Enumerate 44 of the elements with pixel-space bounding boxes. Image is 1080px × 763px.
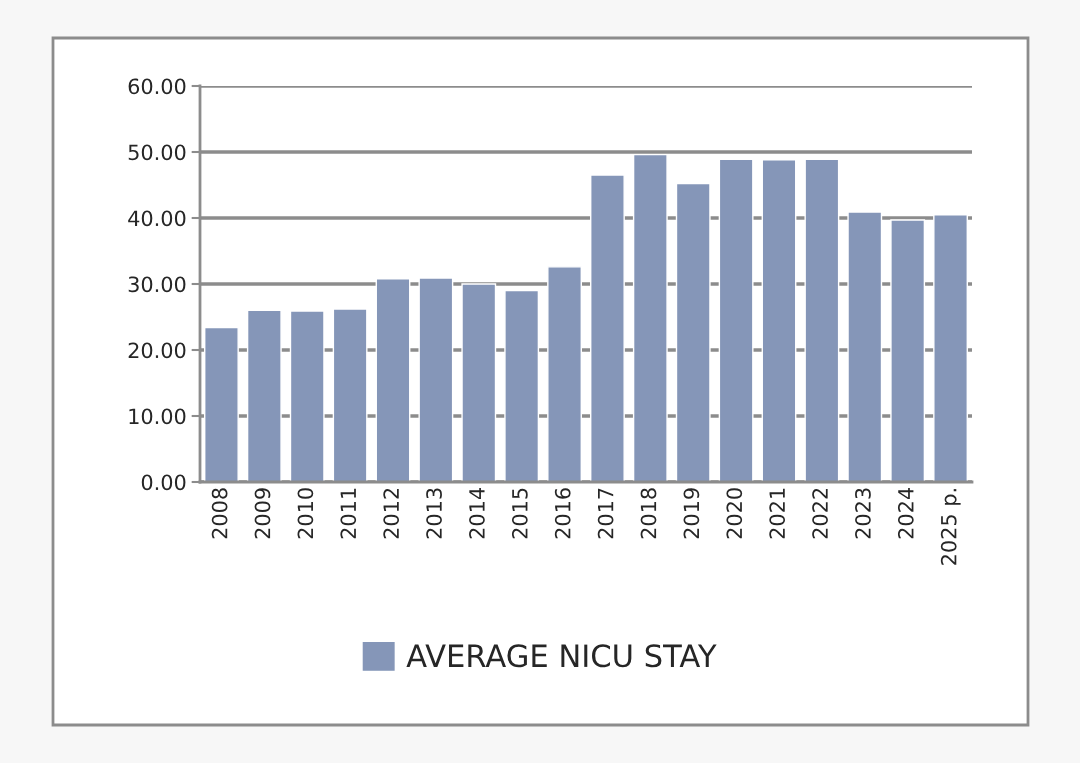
y-tick-label: 50.00: [128, 144, 186, 161]
x-tick-label: 2018: [640, 488, 657, 539]
bar: [804, 158, 840, 482]
bar: [418, 277, 454, 482]
bar: [718, 158, 754, 482]
x-tick-label: 2012: [383, 488, 400, 539]
bar: [375, 278, 411, 482]
bar: [761, 159, 797, 482]
bar: [204, 326, 239, 482]
legend-label: AVERAGE NICU STAY: [406, 644, 717, 668]
bar: [847, 211, 883, 482]
x-tick-label: 2020: [726, 488, 743, 539]
x-tick-label: 2013: [426, 488, 442, 539]
x-tick-label: 2008: [211, 488, 228, 539]
x-tick-label: 2010: [297, 488, 314, 539]
x-tick-label: 2021: [769, 488, 786, 539]
y-tick-label: 40.00: [128, 210, 186, 227]
x-tick-label: 2011: [340, 488, 357, 539]
x-tick-label: 2024: [897, 488, 914, 539]
bar: [632, 153, 668, 482]
bar: [289, 310, 325, 482]
bar: [590, 174, 625, 482]
x-tick-label: 2025 p.: [940, 489, 961, 565]
y-tick-label: 60.00: [128, 78, 186, 95]
x-tick-label: 2022: [812, 488, 828, 539]
x-tick-label: 2023: [855, 488, 871, 539]
x-tick-label: 2014: [469, 488, 485, 539]
x-tick-label: 2017: [597, 488, 614, 539]
bar: [675, 182, 711, 482]
x-tick-label: 2009: [254, 488, 271, 539]
bar: [547, 266, 582, 482]
y-tick-label: 10.00: [129, 408, 186, 425]
bar: [933, 214, 968, 482]
y-tick-label: 20.00: [128, 342, 186, 359]
x-tick-label: 2019: [683, 488, 700, 539]
x-tick-label: 2015: [511, 488, 528, 539]
y-tick-label: 30.00: [128, 276, 186, 293]
x-tick-label: 2016: [554, 488, 571, 539]
bar: [890, 219, 926, 482]
bar: [332, 308, 368, 482]
bar: [461, 283, 497, 482]
bar: [246, 309, 282, 482]
y-tick-label: 0.00: [141, 474, 186, 491]
bar: [504, 289, 540, 482]
